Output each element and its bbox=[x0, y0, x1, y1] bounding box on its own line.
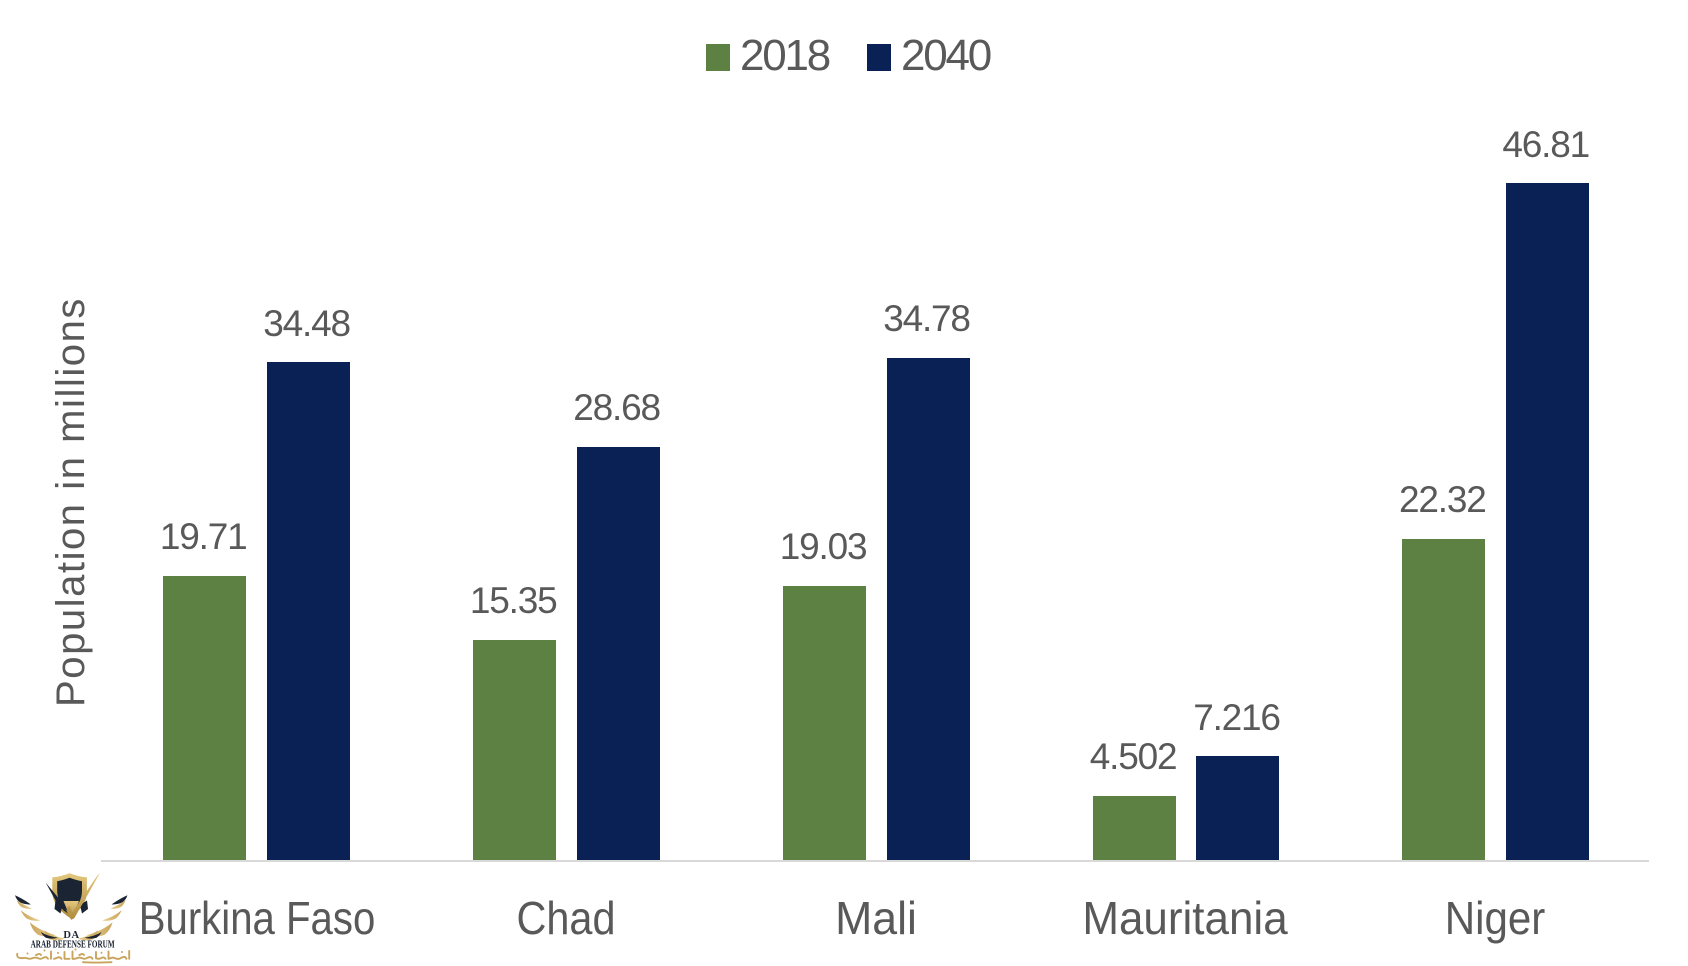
svg-text:DA: DA bbox=[63, 930, 79, 941]
svg-text:ARAB DEFENSE FORUM: ARAB DEFENSE FORUM bbox=[31, 940, 115, 951]
